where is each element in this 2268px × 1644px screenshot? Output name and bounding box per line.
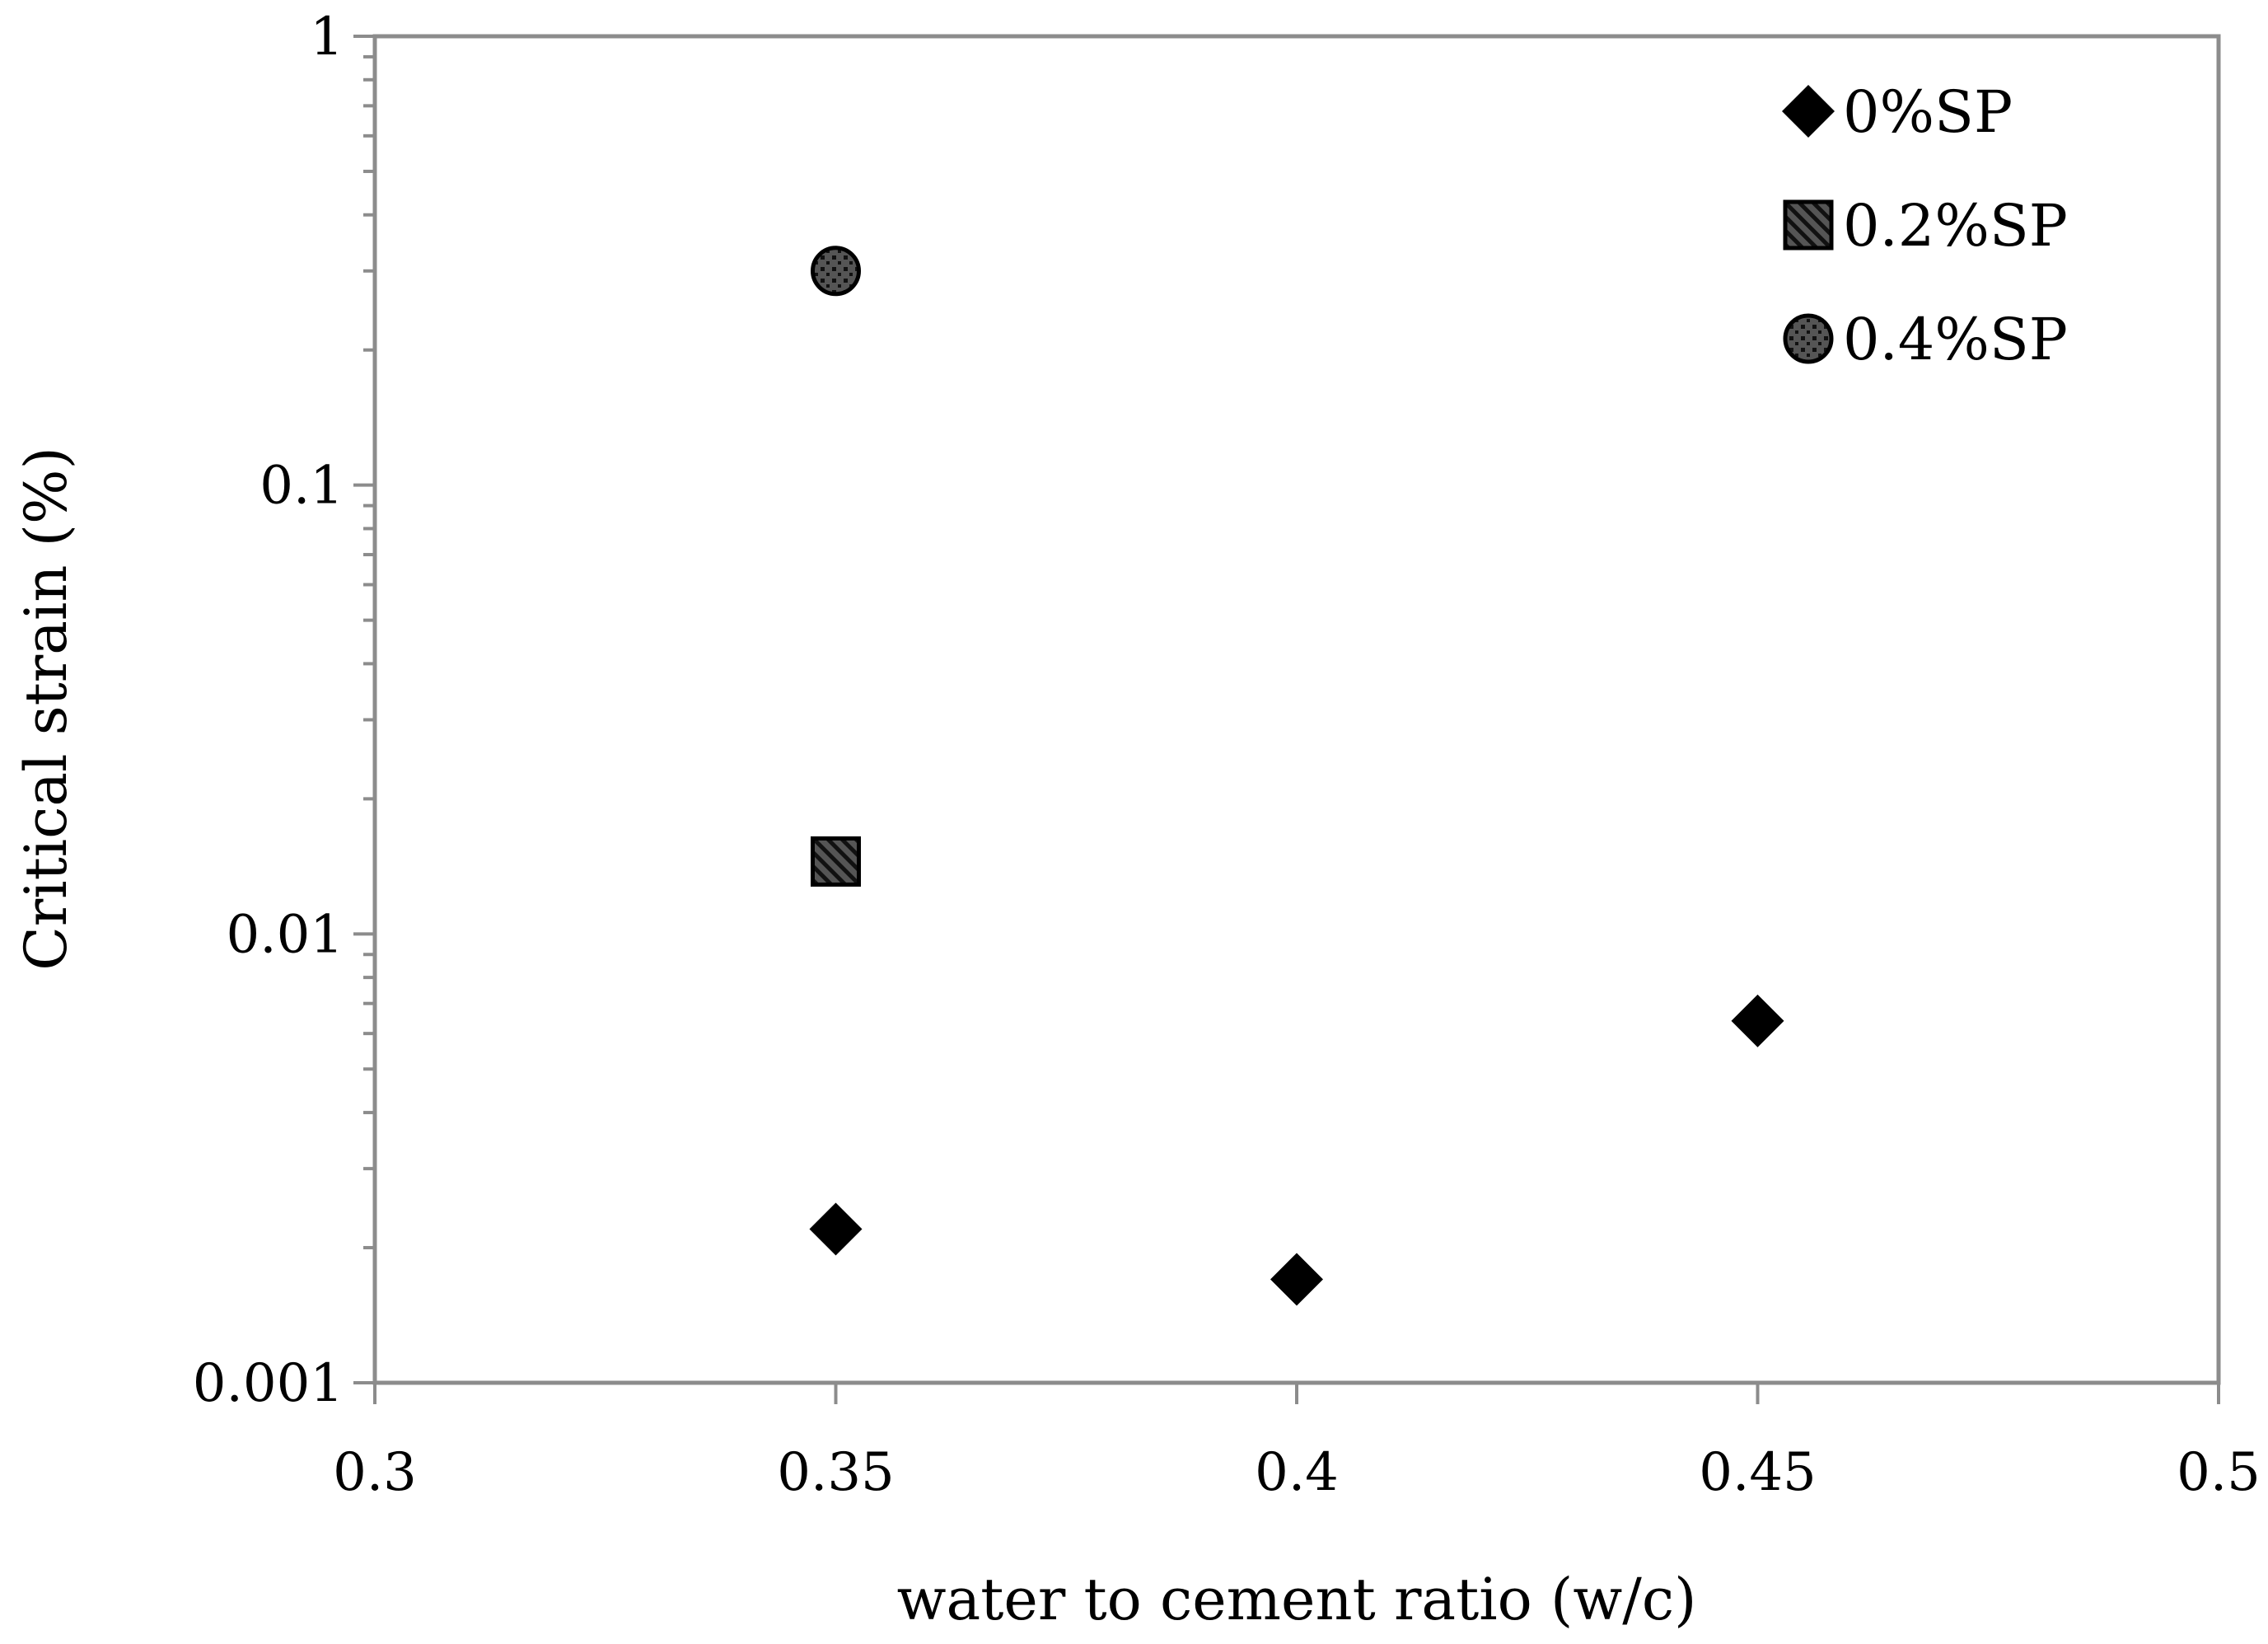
data-point — [1731, 994, 1784, 1047]
x-axis: 0.3 0.35 0.4 0.45 0.5 — [333, 1383, 2261, 1503]
data-points — [809, 246, 1784, 1306]
data-point — [809, 1202, 863, 1256]
legend-marker — [1782, 85, 1835, 138]
y-axis-title: Critical strain (%) — [12, 447, 80, 971]
y-tick-label: 0.001 — [193, 1353, 344, 1414]
y-tick-label: 0.01 — [227, 904, 344, 965]
legend-marker — [1783, 313, 1834, 364]
legend-label: 0%SP — [1843, 78, 2013, 146]
legend-marker — [1783, 199, 1834, 251]
data-point — [1270, 1253, 1323, 1306]
data-point — [811, 836, 861, 887]
y-axis: 0.001 0.01 0.1 1 — [193, 7, 375, 1414]
x-tick-label: 0.3 — [333, 1442, 417, 1503]
x-tick-label: 0.35 — [777, 1442, 895, 1503]
x-axis-title: water to cement ratio (w/c) — [897, 1566, 1697, 1633]
data-point — [811, 246, 861, 297]
x-tick-label: 0.4 — [1255, 1442, 1339, 1503]
y-tick-label: 1 — [310, 7, 344, 68]
legend: 0%SP 0.2%SP 0.4%SP — [1782, 78, 2068, 373]
y-tick-label: 0.1 — [260, 456, 344, 517]
legend-label: 0.2%SP — [1843, 192, 2068, 260]
legend-label: 0.4%SP — [1843, 306, 2068, 373]
x-tick-label: 0.45 — [1699, 1442, 1817, 1503]
x-tick-label: 0.5 — [2177, 1442, 2261, 1503]
